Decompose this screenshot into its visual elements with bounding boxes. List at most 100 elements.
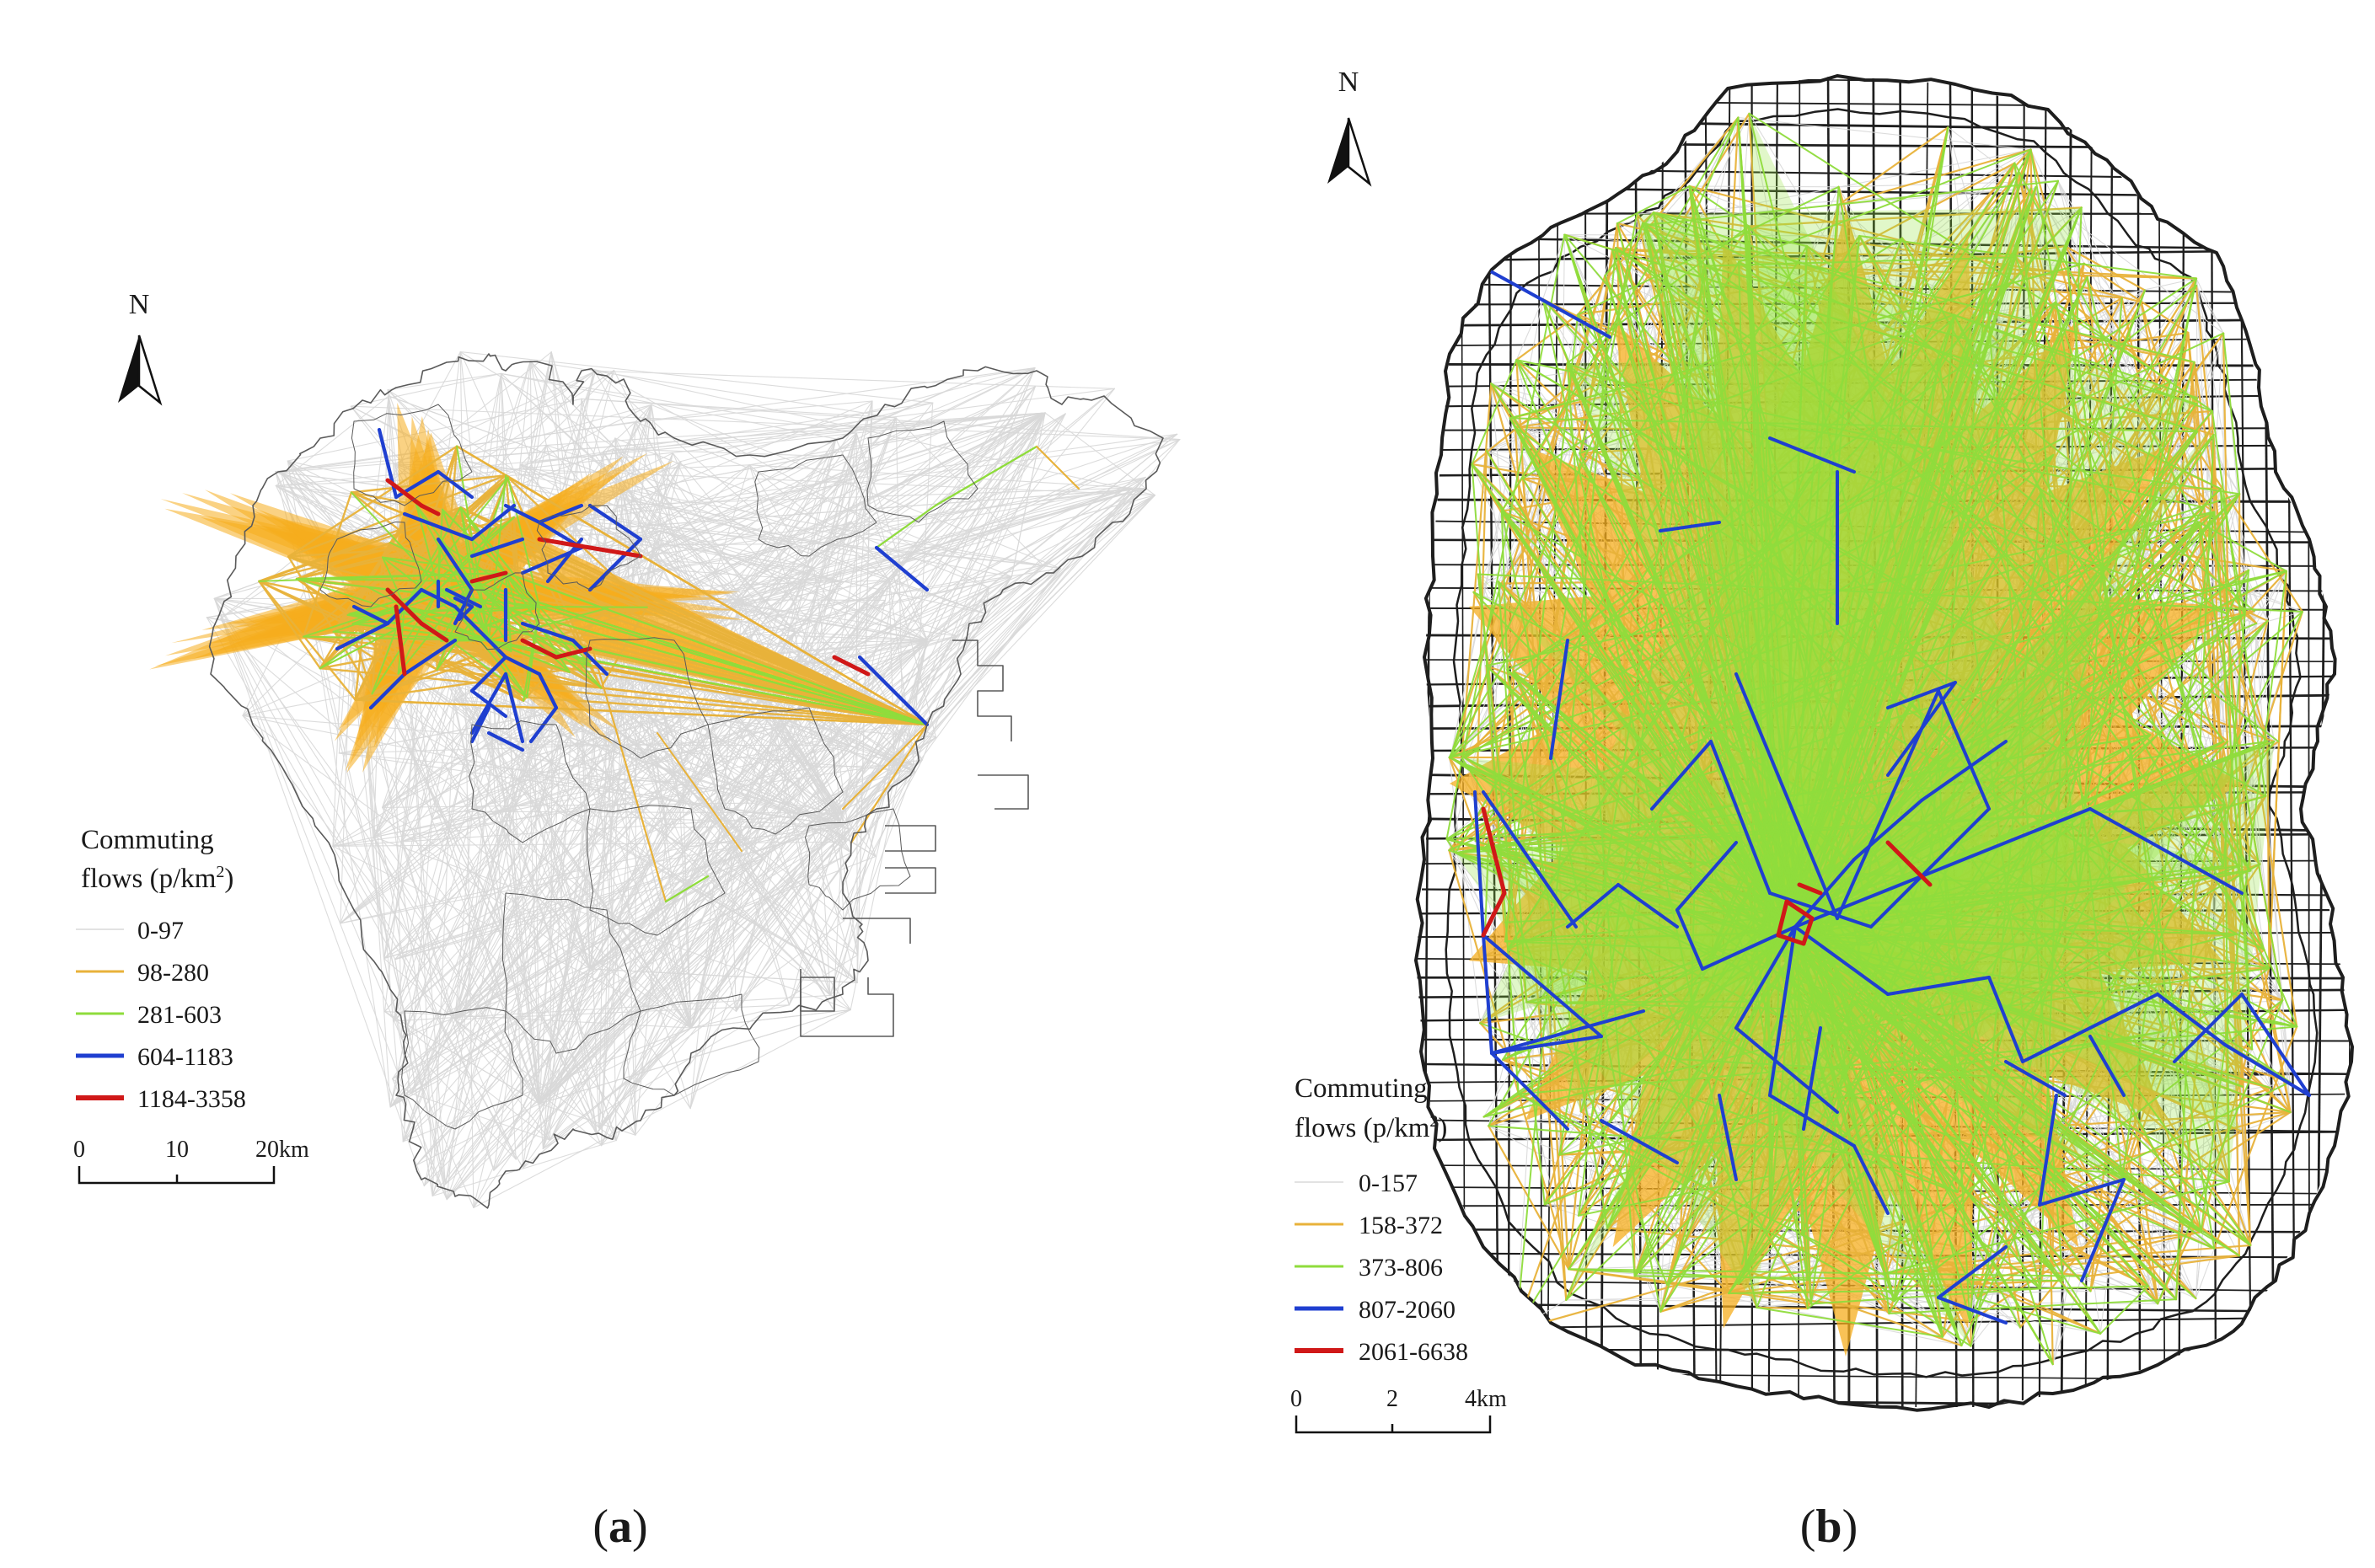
- ring-road: [1445, 108, 2319, 1378]
- flow-line: [735, 575, 1012, 1012]
- flow-line: [1577, 313, 2269, 622]
- flow-line: [1703, 265, 1799, 934]
- flow-line: [1816, 913, 2298, 1028]
- flow-line: [1728, 682, 2090, 1294]
- flow-line: [496, 377, 978, 593]
- flow-line-high: [1920, 740, 2008, 802]
- flow-line: [1644, 224, 2136, 673]
- flow-line: [1606, 256, 2017, 1229]
- flow-line: [934, 445, 1038, 507]
- flow-line: [1744, 1269, 1963, 1347]
- flow-line: [404, 506, 462, 607]
- flow-line: [1678, 1043, 1973, 1252]
- flow-line: [1738, 260, 1756, 918]
- flow-line: [850, 723, 929, 844]
- flow-line: [1450, 757, 1780, 947]
- flow-line-high: [1482, 790, 1578, 928]
- map-panel-a: N Commuting flows (p/km2) 0-97 98-280 28…: [73, 289, 1181, 1553]
- flow-line-high: [503, 503, 542, 525]
- flow-cluster: [1456, 853, 1795, 1308]
- flow-line: [2054, 301, 2213, 412]
- flow-line: [1884, 1075, 2092, 1292]
- flow-line: [539, 736, 937, 1105]
- flow-line: [1607, 432, 1960, 650]
- flow-line: [542, 968, 591, 1149]
- flow-line: [436, 581, 473, 671]
- flow-line: [455, 445, 929, 726]
- flow-line-high: [503, 672, 525, 744]
- flow-line: [893, 386, 1036, 773]
- flow-line: [220, 618, 598, 1134]
- flow-line: [1490, 383, 1797, 928]
- flow-line: [2120, 610, 2303, 1180]
- coastline: [952, 640, 1012, 741]
- flow-line: [1815, 870, 2252, 952]
- flow-line: [454, 457, 873, 1020]
- flow-line-top: [1481, 891, 1507, 938]
- flow-line: [441, 508, 929, 726]
- legend-item-a-2: 98-280: [76, 959, 209, 987]
- flow-line: [1572, 1010, 1959, 1193]
- flow-line: [1513, 671, 1682, 1035]
- flow-line: [667, 825, 844, 828]
- flow-line: [420, 645, 637, 854]
- flow-line: [1485, 665, 1774, 940]
- flow-line: [471, 581, 603, 689]
- flow-line: [1450, 298, 1544, 758]
- flow-line: [505, 572, 928, 725]
- flow-line: [1507, 453, 2055, 950]
- district-boundary: [469, 720, 591, 843]
- legend-a: Commuting flows (p/km2) 0-97 98-280 281-…: [76, 825, 246, 1113]
- street: [1416, 1410, 2360, 1418]
- flow-line: [2121, 511, 2216, 1180]
- district-boundary: [319, 522, 422, 607]
- flow-line: [689, 438, 837, 1110]
- flow-line: [459, 351, 474, 1208]
- flow-line-top: [469, 570, 508, 584]
- flow-line: [545, 444, 903, 564]
- flow-line: [2222, 569, 2250, 867]
- flow-line: [1568, 1268, 1809, 1282]
- flow-line: [657, 732, 743, 852]
- flow-line-high: [537, 503, 584, 525]
- flow-line-high: [2004, 1060, 2067, 1097]
- flow-line: [213, 597, 737, 1012]
- flow-line: [842, 587, 989, 827]
- flow-layer-b: [1445, 112, 2311, 1366]
- flow-line: [1793, 397, 2199, 928]
- flow-line: [1662, 287, 1809, 1309]
- flow-line: [1790, 928, 1812, 1305]
- flow-line: [1500, 362, 1568, 585]
- flow-line: [842, 825, 850, 831]
- flow-line-high: [857, 655, 930, 727]
- flow-line: [581, 398, 897, 419]
- flow-line-top: [520, 638, 559, 660]
- flow-line: [1750, 961, 1809, 1282]
- street: [2308, 76, 2310, 1407]
- svg-text:158-372: 158-372: [1359, 1212, 1443, 1239]
- flow-line: [1748, 112, 2172, 383]
- flow-line: [373, 775, 525, 838]
- flow-line: [446, 575, 1012, 1201]
- flow-line: [1906, 863, 2261, 1063]
- svg-text:2: 2: [1386, 1386, 1398, 1412]
- flow-line: [1011, 412, 1046, 577]
- flow-line: [2045, 613, 2246, 769]
- flow-line: [1563, 233, 2254, 1051]
- district-boundary: [585, 637, 709, 759]
- flow-line: [1515, 359, 2267, 797]
- flow-line: [1515, 359, 2205, 509]
- flow-line-high: [2038, 1094, 2058, 1207]
- flow-line-high: [2156, 993, 2227, 1046]
- flow-line-high: [1937, 689, 1991, 811]
- flow-line: [371, 589, 439, 695]
- flow-line: [1799, 613, 2246, 935]
- flow-line: [496, 367, 1036, 593]
- flow-line: [1770, 756, 1939, 923]
- flow-line: [436, 538, 929, 726]
- flow-line: [1728, 1287, 2041, 1294]
- flow-line: [1578, 1175, 1773, 1217]
- flow-line: [717, 613, 986, 743]
- flow-line-high: [1490, 1035, 1603, 1055]
- flow-line: [690, 707, 903, 1029]
